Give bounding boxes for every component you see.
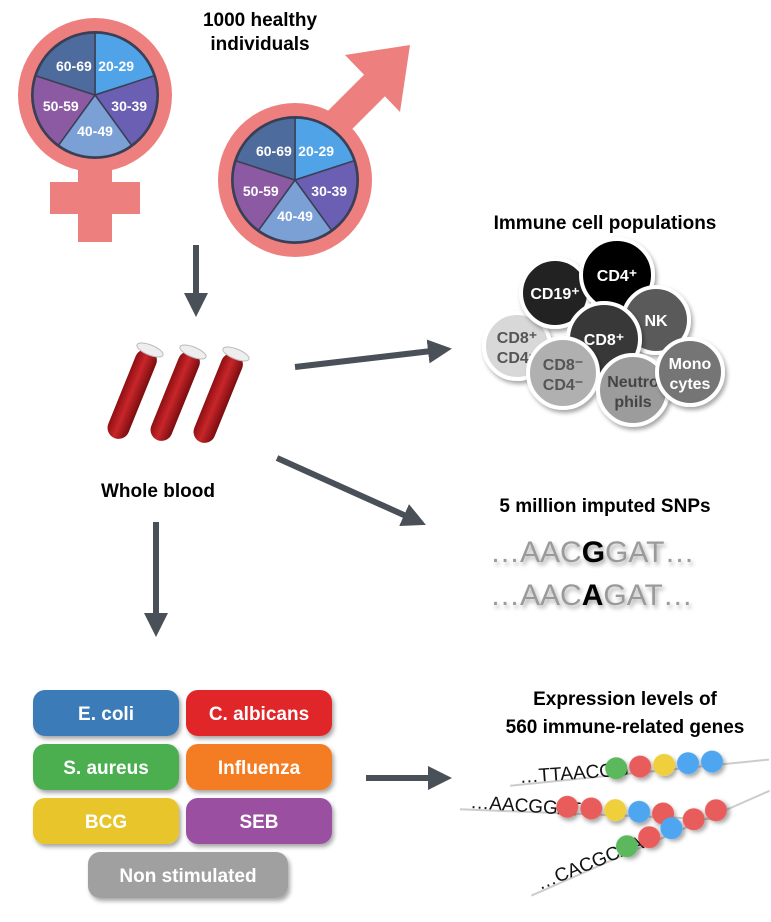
stimuli-panel: E. coli C. albicans S. aureus Influenza BCG S…: [33, 690, 332, 898]
age-label: 40-49: [77, 123, 113, 139]
expression-title-line1: Expression levels of: [533, 689, 717, 710]
age-label: 40-49: [277, 208, 313, 224]
arrow-blood-to-snps: [275, 455, 426, 527]
expression-bead: [677, 752, 700, 775]
age-label: 50-59: [43, 98, 79, 114]
expression-bead: [556, 795, 579, 818]
svg-text:CD8⁺: CD8⁺: [584, 332, 624, 349]
expression-bead: [682, 808, 705, 831]
blood-tubes-icon: [107, 342, 250, 443]
stimulus-e-coli: E. coli: [33, 690, 179, 736]
expression-bead: [629, 755, 652, 778]
expression-bead: [653, 753, 676, 776]
cell-neutrophils: Neutro phils: [596, 353, 670, 427]
pie-slice-50-59: [232, 159, 297, 232]
expression-bead: [638, 826, 661, 849]
age-label: 60-69: [256, 143, 292, 159]
svg-text:Non stimulated: Non stimulated: [119, 866, 256, 887]
cell-cd19: CD19⁺: [519, 257, 591, 329]
age-label: 20-29: [98, 58, 134, 74]
svg-text:CD8⁺: CD8⁺: [497, 330, 537, 347]
age-pie-female: 20-29 30-39 40-49 50-59 60-69: [31, 31, 159, 159]
snps-title: 5 million imputed SNPs: [499, 496, 710, 517]
expression-bead: [628, 800, 651, 823]
expression-bead: [700, 750, 723, 773]
svg-text:Neutro: Neutro: [607, 374, 659, 391]
pie-slice-60-69: [35, 32, 96, 97]
stimulus-non-stimulated: Non stimulated: [88, 852, 288, 898]
pie-slice-60-69: [235, 117, 296, 182]
pie-slice-40-49: [57, 93, 133, 158]
cohort-title-line2: individuals: [210, 34, 309, 55]
expression-bead: [580, 797, 603, 820]
svg-text:CD19⁺: CD19⁺: [530, 286, 579, 303]
svg-text:Mono: Mono: [669, 356, 712, 373]
age-pie-male: 20-29 30-39 40-49 50-59 60-69: [231, 116, 359, 244]
stimulus-bcg: BCG: [33, 798, 179, 844]
svg-text:SEB: SEB: [239, 812, 278, 833]
expression-bead: [660, 817, 683, 840]
cell-monocytes: Mono cytes: [655, 337, 725, 407]
expression-bead: [605, 757, 628, 780]
expression-bead: [615, 835, 638, 858]
svg-text:CD8⁻: CD8⁻: [543, 357, 583, 374]
expression-bead: [704, 799, 727, 822]
expression-read: …TTAACGG: [510, 750, 770, 788]
age-label: 30-39: [111, 98, 147, 114]
stimulus-s-aureus: S. aureus: [33, 744, 179, 790]
male-symbol: 20-29 30-39 40-49 50-59 60-69: [218, 45, 410, 257]
svg-text:cytes: cytes: [670, 376, 711, 393]
stimulus-c-albicans: C. albicans: [186, 690, 332, 736]
cell-cd8cd4: CD8⁻ CD4⁻: [526, 336, 600, 410]
svg-text:BCG: BCG: [85, 812, 127, 833]
cohort-title-line1: 1000 healthy: [203, 10, 317, 31]
expression-title-line2: 560 immune-related genes: [506, 717, 745, 738]
snp-seq-1: …AACGGAT…: [490, 536, 694, 569]
snp-seq-2: …AACAGAT…: [490, 579, 693, 612]
expression-read: …CACGCAA: [531, 789, 770, 897]
female-symbol: 20-29 30-39 40-49 50-59 60-69: [18, 18, 172, 242]
snp-sequences: …AACGGAT… …AACAGAT…: [490, 536, 694, 612]
pie-slice-30-39: [293, 159, 358, 232]
svg-text:Influenza: Influenza: [218, 758, 301, 779]
expression-bead: [604, 799, 627, 822]
flow-arrows: [144, 245, 452, 790]
svg-text:CD4⁺: CD4⁺: [497, 350, 537, 367]
svg-text:CD4⁻: CD4⁻: [543, 377, 583, 394]
expression-reads: …TTAACGG…AACGGAT…CACGCAA: [459, 750, 770, 897]
pie-slice-20-29: [294, 117, 355, 182]
immune-title: Immune cell populations: [494, 213, 717, 234]
age-label: 20-29: [298, 143, 334, 159]
pie-slice-50-59: [32, 74, 97, 147]
pie-slice-40-49: [257, 178, 333, 243]
blood-label: Whole blood: [101, 481, 215, 502]
svg-text:CD4⁺: CD4⁺: [597, 268, 637, 285]
stimulus-seb: SEB: [186, 798, 332, 844]
age-label: 60-69: [56, 58, 92, 74]
svg-text:S. aureus: S. aureus: [63, 758, 149, 779]
arrow-blood-to-immune: [294, 339, 452, 370]
svg-text:E. coli: E. coli: [78, 704, 134, 725]
pie-slice-30-39: [93, 74, 158, 147]
svg-text:NK: NK: [644, 313, 668, 330]
svg-text:phils: phils: [614, 394, 651, 411]
pie-slice-20-29: [94, 32, 155, 97]
svg-text:C. albicans: C. albicans: [209, 704, 309, 725]
age-label: 50-59: [243, 183, 279, 199]
age-label: 30-39: [311, 183, 347, 199]
stimulus-influenza: Influenza: [186, 744, 332, 790]
